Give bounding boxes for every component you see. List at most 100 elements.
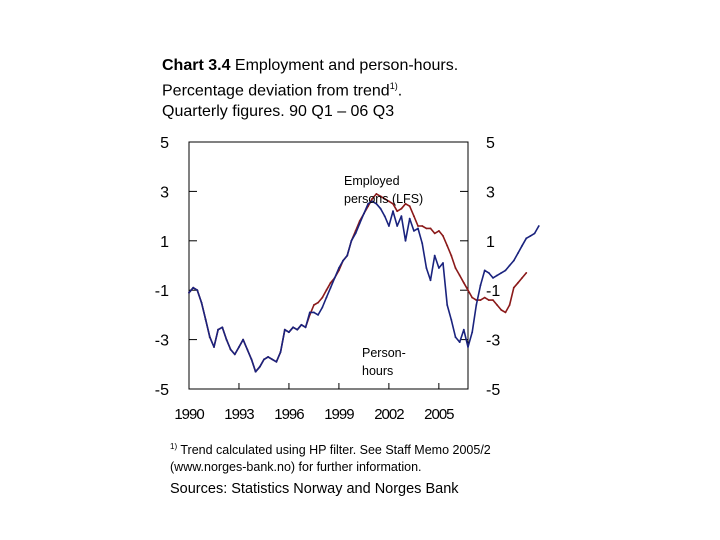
hours-point bbox=[346, 254, 349, 257]
hours-point bbox=[517, 252, 519, 255]
employed-point bbox=[487, 299, 490, 301]
y-tick-label-right: -1 bbox=[486, 283, 500, 300]
hours-point bbox=[375, 202, 378, 205]
hours-point bbox=[479, 284, 482, 287]
hours-point bbox=[371, 200, 374, 203]
employed-point bbox=[500, 309, 503, 311]
y-tick-label-left: 1 bbox=[160, 234, 169, 251]
employed-point bbox=[512, 286, 515, 289]
employed-point bbox=[429, 227, 432, 230]
hours-point bbox=[392, 210, 394, 213]
y-tick-label-right: 3 bbox=[486, 184, 495, 201]
employed-point bbox=[479, 299, 482, 301]
hours-point bbox=[487, 272, 490, 274]
hours-point bbox=[358, 222, 361, 225]
hours-point bbox=[279, 351, 282, 353]
employed-point bbox=[400, 207, 403, 210]
x-tick-label: 1993 bbox=[224, 406, 254, 423]
hours-point bbox=[512, 259, 515, 262]
employed-point bbox=[471, 296, 474, 299]
hours-point bbox=[333, 277, 336, 279]
hours-point bbox=[258, 365, 261, 368]
hours-point bbox=[454, 336, 457, 338]
hours-point bbox=[225, 338, 228, 341]
employed-point bbox=[425, 227, 428, 230]
employed-point bbox=[325, 289, 328, 292]
employed-point bbox=[496, 304, 498, 306]
hours-point bbox=[246, 348, 249, 351]
hours-point bbox=[413, 230, 415, 232]
hours-point bbox=[254, 370, 257, 373]
footnote-line-2: (www.norges-bank.no) for further informa… bbox=[170, 460, 422, 475]
y-tick-label-right: 1 bbox=[486, 234, 495, 251]
title-line-1: Employment and person-hours. bbox=[234, 57, 459, 74]
title-line-2: Percentage deviation from trend bbox=[162, 82, 390, 100]
hours-point bbox=[404, 239, 407, 242]
hours-point bbox=[283, 328, 286, 331]
hours-point bbox=[271, 358, 274, 361]
hours-point bbox=[192, 286, 195, 289]
hours-point bbox=[500, 272, 503, 274]
y-tick-label-right: 5 bbox=[486, 135, 495, 152]
hours-point bbox=[267, 356, 269, 358]
hours-point bbox=[342, 259, 344, 262]
employed-point bbox=[508, 304, 511, 306]
employed-point bbox=[483, 296, 486, 299]
employed-point bbox=[396, 210, 399, 213]
employed-point bbox=[317, 301, 319, 304]
employed-point bbox=[313, 304, 315, 306]
hours-point bbox=[317, 314, 319, 316]
hours-point bbox=[338, 267, 340, 269]
plot-frame bbox=[188, 141, 469, 390]
hours-point bbox=[367, 202, 369, 205]
hours-point bbox=[429, 279, 432, 282]
chart-number: Chart 3.4 bbox=[162, 57, 231, 74]
hours-point bbox=[304, 326, 307, 329]
hours-point bbox=[529, 235, 532, 237]
hours-point bbox=[213, 346, 215, 348]
hours-point bbox=[379, 207, 382, 210]
hours-point bbox=[462, 328, 465, 331]
title-footnote-marker: 1) bbox=[389, 81, 398, 91]
hours-point bbox=[396, 225, 399, 227]
hours-point bbox=[250, 358, 253, 361]
employed-point bbox=[458, 274, 461, 277]
hours-point bbox=[508, 264, 511, 267]
hours-point bbox=[188, 291, 190, 294]
title-line-3: Quarterly figures. 90 Q1 – 06 Q3 bbox=[162, 103, 395, 121]
x-tick-label: 1999 bbox=[324, 406, 354, 423]
employed-point bbox=[417, 225, 419, 227]
hours-point bbox=[492, 277, 494, 279]
employed-point bbox=[446, 244, 449, 247]
hours-point bbox=[233, 353, 236, 356]
hours-point bbox=[229, 348, 232, 351]
hours-point bbox=[425, 267, 428, 269]
footnote-line-1: Trend calculated using HP filter. See St… bbox=[180, 443, 491, 458]
employed-point bbox=[321, 296, 324, 299]
title-line-2-end: . bbox=[397, 82, 403, 100]
hours-point bbox=[537, 225, 540, 227]
hours-point bbox=[313, 311, 315, 314]
hours-point bbox=[504, 269, 507, 272]
employed-point bbox=[462, 281, 465, 284]
hours-point bbox=[533, 232, 536, 235]
employed-point bbox=[450, 254, 453, 257]
footnote-marker: 1) bbox=[170, 442, 178, 451]
chart-series bbox=[188, 193, 540, 373]
hours-point bbox=[354, 232, 357, 235]
hours-point bbox=[421, 242, 424, 245]
hours-point bbox=[296, 328, 299, 331]
hours-point bbox=[288, 331, 290, 334]
employed-point bbox=[375, 193, 378, 195]
hours-point bbox=[292, 326, 294, 329]
hours-point bbox=[208, 336, 211, 338]
chart-axes bbox=[188, 141, 469, 390]
hours-point bbox=[308, 311, 311, 314]
hours-point bbox=[321, 306, 324, 309]
hours-point bbox=[433, 254, 436, 257]
employed-point bbox=[421, 225, 424, 227]
employed-point bbox=[467, 289, 469, 292]
employed-point bbox=[442, 235, 444, 237]
x-tick-label: 1990 bbox=[174, 406, 204, 423]
hours-point bbox=[263, 358, 265, 361]
